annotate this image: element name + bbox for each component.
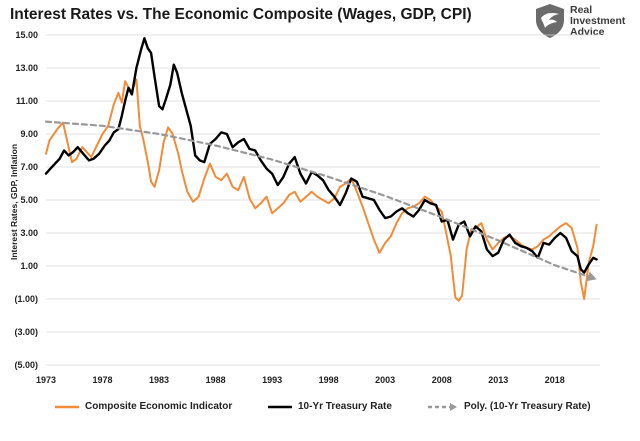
series-composite-line [45,78,598,302]
legend-item-trend: Poly. (10-Yr Treasury Rate) [428,401,591,412]
logo-line-3: Advice [570,26,605,38]
x-tick-labels: 1973 1978 1983 1988 1993 1998 2003 2008 2013 2018 [36,375,565,385]
x-tick-label: 2008 [432,375,452,385]
brand-logo: Real Investment Advice [530,2,638,42]
legend-item-composite: Composite Economic Indicator [55,401,232,412]
legend-swatch-treasury [268,405,292,408]
legend-label-treasury: 10-Yr Treasury Rate [298,401,392,412]
x-tick-label: 1988 [206,375,226,385]
x-tick-label: 1973 [36,375,56,385]
y-tick-label: 5.00 [20,195,38,205]
trend-arrowhead [586,271,597,282]
y-axis-label: Interest Rates, GDP, Inflation [9,144,19,260]
series-trend-line [44,120,598,281]
logo-text: Real Investment Advice [570,5,625,38]
series-lines [44,37,598,302]
x-tick-label: 1998 [319,375,339,385]
y-tick-label: 9.00 [20,129,38,139]
x-tick-label: 1983 [149,375,169,385]
y-tick-label: (1.00) [14,294,38,304]
legend-item-treasury: 10-Yr Treasury Rate [268,401,392,412]
legend: Composite Economic Indicator 10-Yr Treas… [0,401,640,421]
logo-line-1: Real [570,4,593,16]
grid-lines [46,34,600,366]
eagle-shield-icon [536,4,564,38]
y-tick-label: 13.00 [15,63,38,73]
x-tick-label: 2018 [545,375,565,385]
y-tick-label: 3.00 [20,228,38,238]
y-tick-label: 11.00 [16,96,38,106]
y-tick-label: (3.00) [14,327,38,337]
x-tick-label: 1978 [93,375,113,385]
legend-label-composite: Composite Economic Indicator [85,401,233,412]
legend-swatch-trend [428,402,457,411]
y-tick-label: 1.00 [20,261,38,271]
chart-title: Interest Rates vs. The Economic Composit… [10,6,472,23]
x-tick-label: 1993 [262,375,282,385]
legend-swatch-composite [55,405,79,408]
series-treasury-line [44,37,598,274]
x-tick-label: 2013 [488,375,508,385]
y-tick-label: 7.00 [20,162,38,172]
y-tick-label: 15.00 [15,30,38,40]
y-tick-label: (5.00) [14,360,38,370]
x-tick-label: 2003 [375,375,395,385]
logo-line-2: Investment [570,15,626,27]
legend-label-trend: Poly. (10-Yr Treasury Rate) [464,401,591,412]
y-tick-labels: 15.00 13.00 11.00 9.00 7.00 5.00 3.00 1.00 (1.00… [14,30,38,370]
